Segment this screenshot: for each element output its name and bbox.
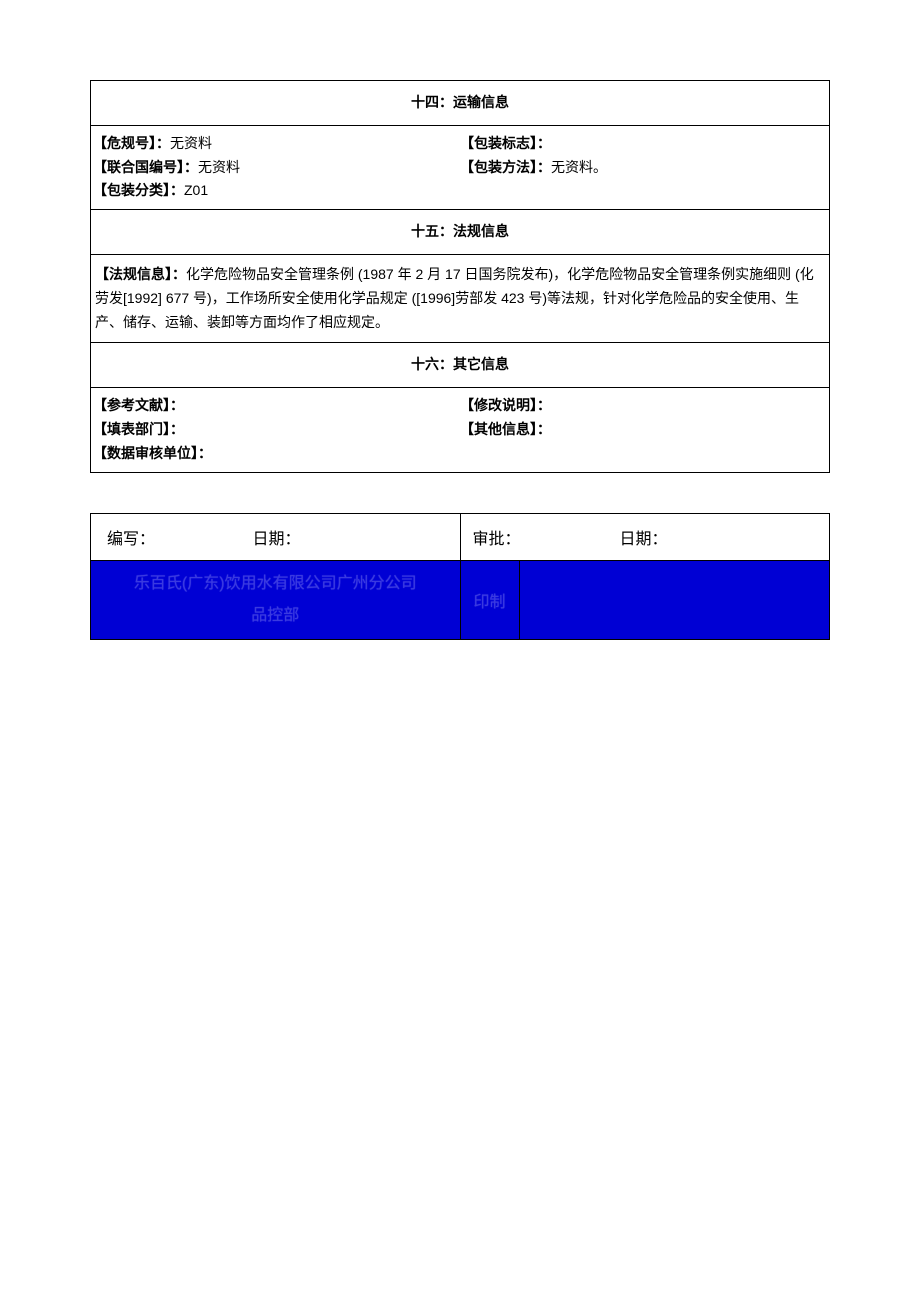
company-name-line1: 乐百氏(广东)饮用水有限公司广州分公司 bbox=[91, 568, 460, 600]
hazard-no-label: 【危规号】： bbox=[93, 135, 170, 151]
msds-sections-table: 十四：运输信息 【危规号】：无资料 【包装标志】： 【联合国编号】：无资料 bbox=[90, 80, 830, 473]
section-14-body: 【危规号】：无资料 【包装标志】： 【联合国编号】：无资料 【包装方法】：无资料… bbox=[91, 125, 830, 209]
signature-table: 编写： 日期： 审批： 日期： 乐百氏(广东)饮用水有限公司广州分公司 品控部 … bbox=[90, 513, 830, 640]
reg-info-label: 【法规信息】： bbox=[95, 266, 186, 282]
stamp-text: 印制 bbox=[474, 594, 506, 611]
section-16-body: 【参考文献】： 【修改说明】： 【填表部门】： 【其他信息】： bbox=[91, 388, 830, 472]
prepared-label: 编写： bbox=[107, 525, 248, 549]
company-name-line2: 品控部 bbox=[91, 600, 460, 632]
prepared-cell: 编写： 日期： bbox=[91, 513, 461, 560]
un-no-value: 无资料 bbox=[198, 159, 240, 175]
pack-method-value: 无资料。 bbox=[551, 159, 607, 175]
mod-note-label: 【修改说明】： bbox=[460, 397, 551, 413]
stamp-cell: 印制 bbox=[460, 560, 519, 639]
ref-label: 【参考文献】： bbox=[93, 397, 184, 413]
audit-unit-label: 【数据审核单位】： bbox=[93, 445, 212, 461]
section-14-header: 十四：运输信息 bbox=[91, 81, 830, 126]
other-info-label: 【其他信息】： bbox=[460, 421, 551, 437]
pack-mark-label: 【包装标志】： bbox=[460, 135, 551, 151]
pack-class-label: 【包装分类】： bbox=[93, 182, 184, 198]
hazard-no-value: 无资料 bbox=[170, 135, 212, 151]
approved-cell: 审批： 日期： bbox=[460, 513, 830, 560]
pack-method-label: 【包装方法】： bbox=[460, 159, 551, 175]
section-16-header: 十六：其它信息 bbox=[91, 343, 830, 388]
section-15-header: 十五：法规信息 bbox=[91, 210, 830, 255]
un-no-label: 【联合国编号】： bbox=[93, 159, 198, 175]
section-15-body: 【法规信息】：化学危险物品安全管理条例 (1987 年 2 月 17 日国务院发… bbox=[91, 254, 830, 342]
company-cell: 乐百氏(广东)饮用水有限公司广州分公司 品控部 bbox=[91, 560, 461, 639]
prepared-date-label: 日期： bbox=[252, 525, 446, 549]
pack-class-value: Z01 bbox=[184, 182, 208, 198]
approved-date-label: 日期： bbox=[620, 525, 816, 549]
approved-label: 审批： bbox=[473, 525, 616, 549]
reg-info-text: 化学危险物品安全管理条例 (1987 年 2 月 17 日国务院发布)，化学危险… bbox=[95, 266, 814, 330]
fill-dept-label: 【填表部门】： bbox=[93, 421, 184, 437]
blank-blue-cell bbox=[519, 560, 829, 639]
